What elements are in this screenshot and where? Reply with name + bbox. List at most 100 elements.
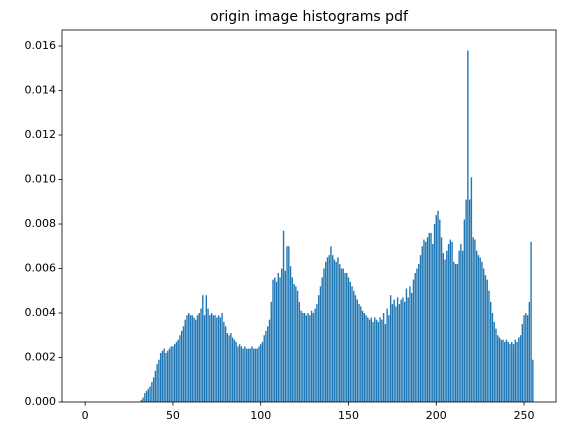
bar xyxy=(254,348,257,402)
bar xyxy=(391,304,394,402)
bar xyxy=(461,250,464,402)
bar xyxy=(295,286,297,402)
bar xyxy=(189,315,192,402)
bar xyxy=(238,344,241,402)
y-tick-label: 0.006 xyxy=(25,262,57,275)
bar xyxy=(500,339,502,402)
y-tick-label: 0.000 xyxy=(25,395,57,408)
bar xyxy=(205,295,207,402)
bar xyxy=(381,319,383,402)
bar xyxy=(374,317,376,402)
y-tick-label: 0.002 xyxy=(25,351,57,364)
bar xyxy=(226,333,229,402)
bar xyxy=(224,326,227,402)
bar xyxy=(340,268,343,402)
bar xyxy=(140,399,143,402)
bar xyxy=(333,259,336,402)
bar xyxy=(502,339,504,402)
bar xyxy=(388,315,390,402)
bar xyxy=(509,344,511,402)
bar xyxy=(323,268,325,402)
bar xyxy=(200,308,202,402)
bar xyxy=(331,255,334,402)
bar xyxy=(402,297,404,402)
bar xyxy=(314,308,316,402)
bar xyxy=(447,244,450,402)
bar xyxy=(210,313,213,402)
bar xyxy=(284,270,287,402)
bar xyxy=(512,344,515,402)
bar xyxy=(154,370,157,402)
bar xyxy=(195,319,197,402)
bar xyxy=(165,353,167,402)
bar xyxy=(491,313,494,402)
bar xyxy=(414,272,416,402)
bar xyxy=(530,241,532,402)
y-tick-label: 0.016 xyxy=(25,39,57,52)
bar xyxy=(161,350,164,402)
bar xyxy=(400,299,402,402)
bar xyxy=(291,277,294,402)
bar xyxy=(437,210,439,402)
y-tick-label: 0.010 xyxy=(25,173,57,186)
bar xyxy=(245,348,248,402)
bar xyxy=(511,341,513,402)
bar xyxy=(484,275,487,402)
bar xyxy=(519,335,522,402)
bar xyxy=(486,279,488,402)
bar xyxy=(173,344,176,402)
bar xyxy=(339,264,341,402)
bar xyxy=(370,317,373,402)
bar xyxy=(456,264,459,402)
bar xyxy=(479,257,481,402)
bar xyxy=(477,255,480,402)
bar xyxy=(186,315,188,402)
bar xyxy=(356,299,358,402)
bar xyxy=(175,341,178,402)
bar xyxy=(237,346,239,402)
bar xyxy=(497,335,499,402)
bar xyxy=(444,259,446,402)
bar xyxy=(361,310,364,402)
bar xyxy=(251,346,253,402)
x-tick-label: 200 xyxy=(426,409,447,422)
bar xyxy=(346,272,348,402)
bar xyxy=(142,397,144,402)
bar xyxy=(310,310,313,402)
bar xyxy=(261,341,264,402)
bar xyxy=(258,346,260,402)
bar xyxy=(282,230,285,402)
y-tick-label: 0.008 xyxy=(25,217,57,230)
x-tick-label: 100 xyxy=(250,409,271,422)
bar xyxy=(526,315,529,402)
bar xyxy=(514,339,516,402)
bar xyxy=(267,326,269,402)
bar xyxy=(144,393,146,402)
y-tick-label: 0.004 xyxy=(25,306,57,319)
bar xyxy=(275,281,278,402)
bar xyxy=(349,281,351,402)
bar xyxy=(525,313,527,402)
bar xyxy=(472,237,474,402)
bar xyxy=(163,348,165,402)
bar xyxy=(426,237,429,402)
bar xyxy=(184,319,186,402)
bar xyxy=(430,232,432,402)
bar xyxy=(396,297,399,402)
bar xyxy=(317,295,320,402)
bar xyxy=(263,335,265,402)
bar xyxy=(416,268,418,402)
bar xyxy=(482,268,485,402)
bar xyxy=(490,301,492,402)
bar xyxy=(451,241,453,402)
bar xyxy=(467,50,469,402)
bar xyxy=(268,319,271,402)
bar xyxy=(375,319,378,402)
bar xyxy=(277,272,279,402)
bar xyxy=(305,315,308,402)
bar xyxy=(316,304,318,402)
bar xyxy=(386,308,388,402)
bar xyxy=(207,308,209,402)
bar xyxy=(286,246,288,402)
